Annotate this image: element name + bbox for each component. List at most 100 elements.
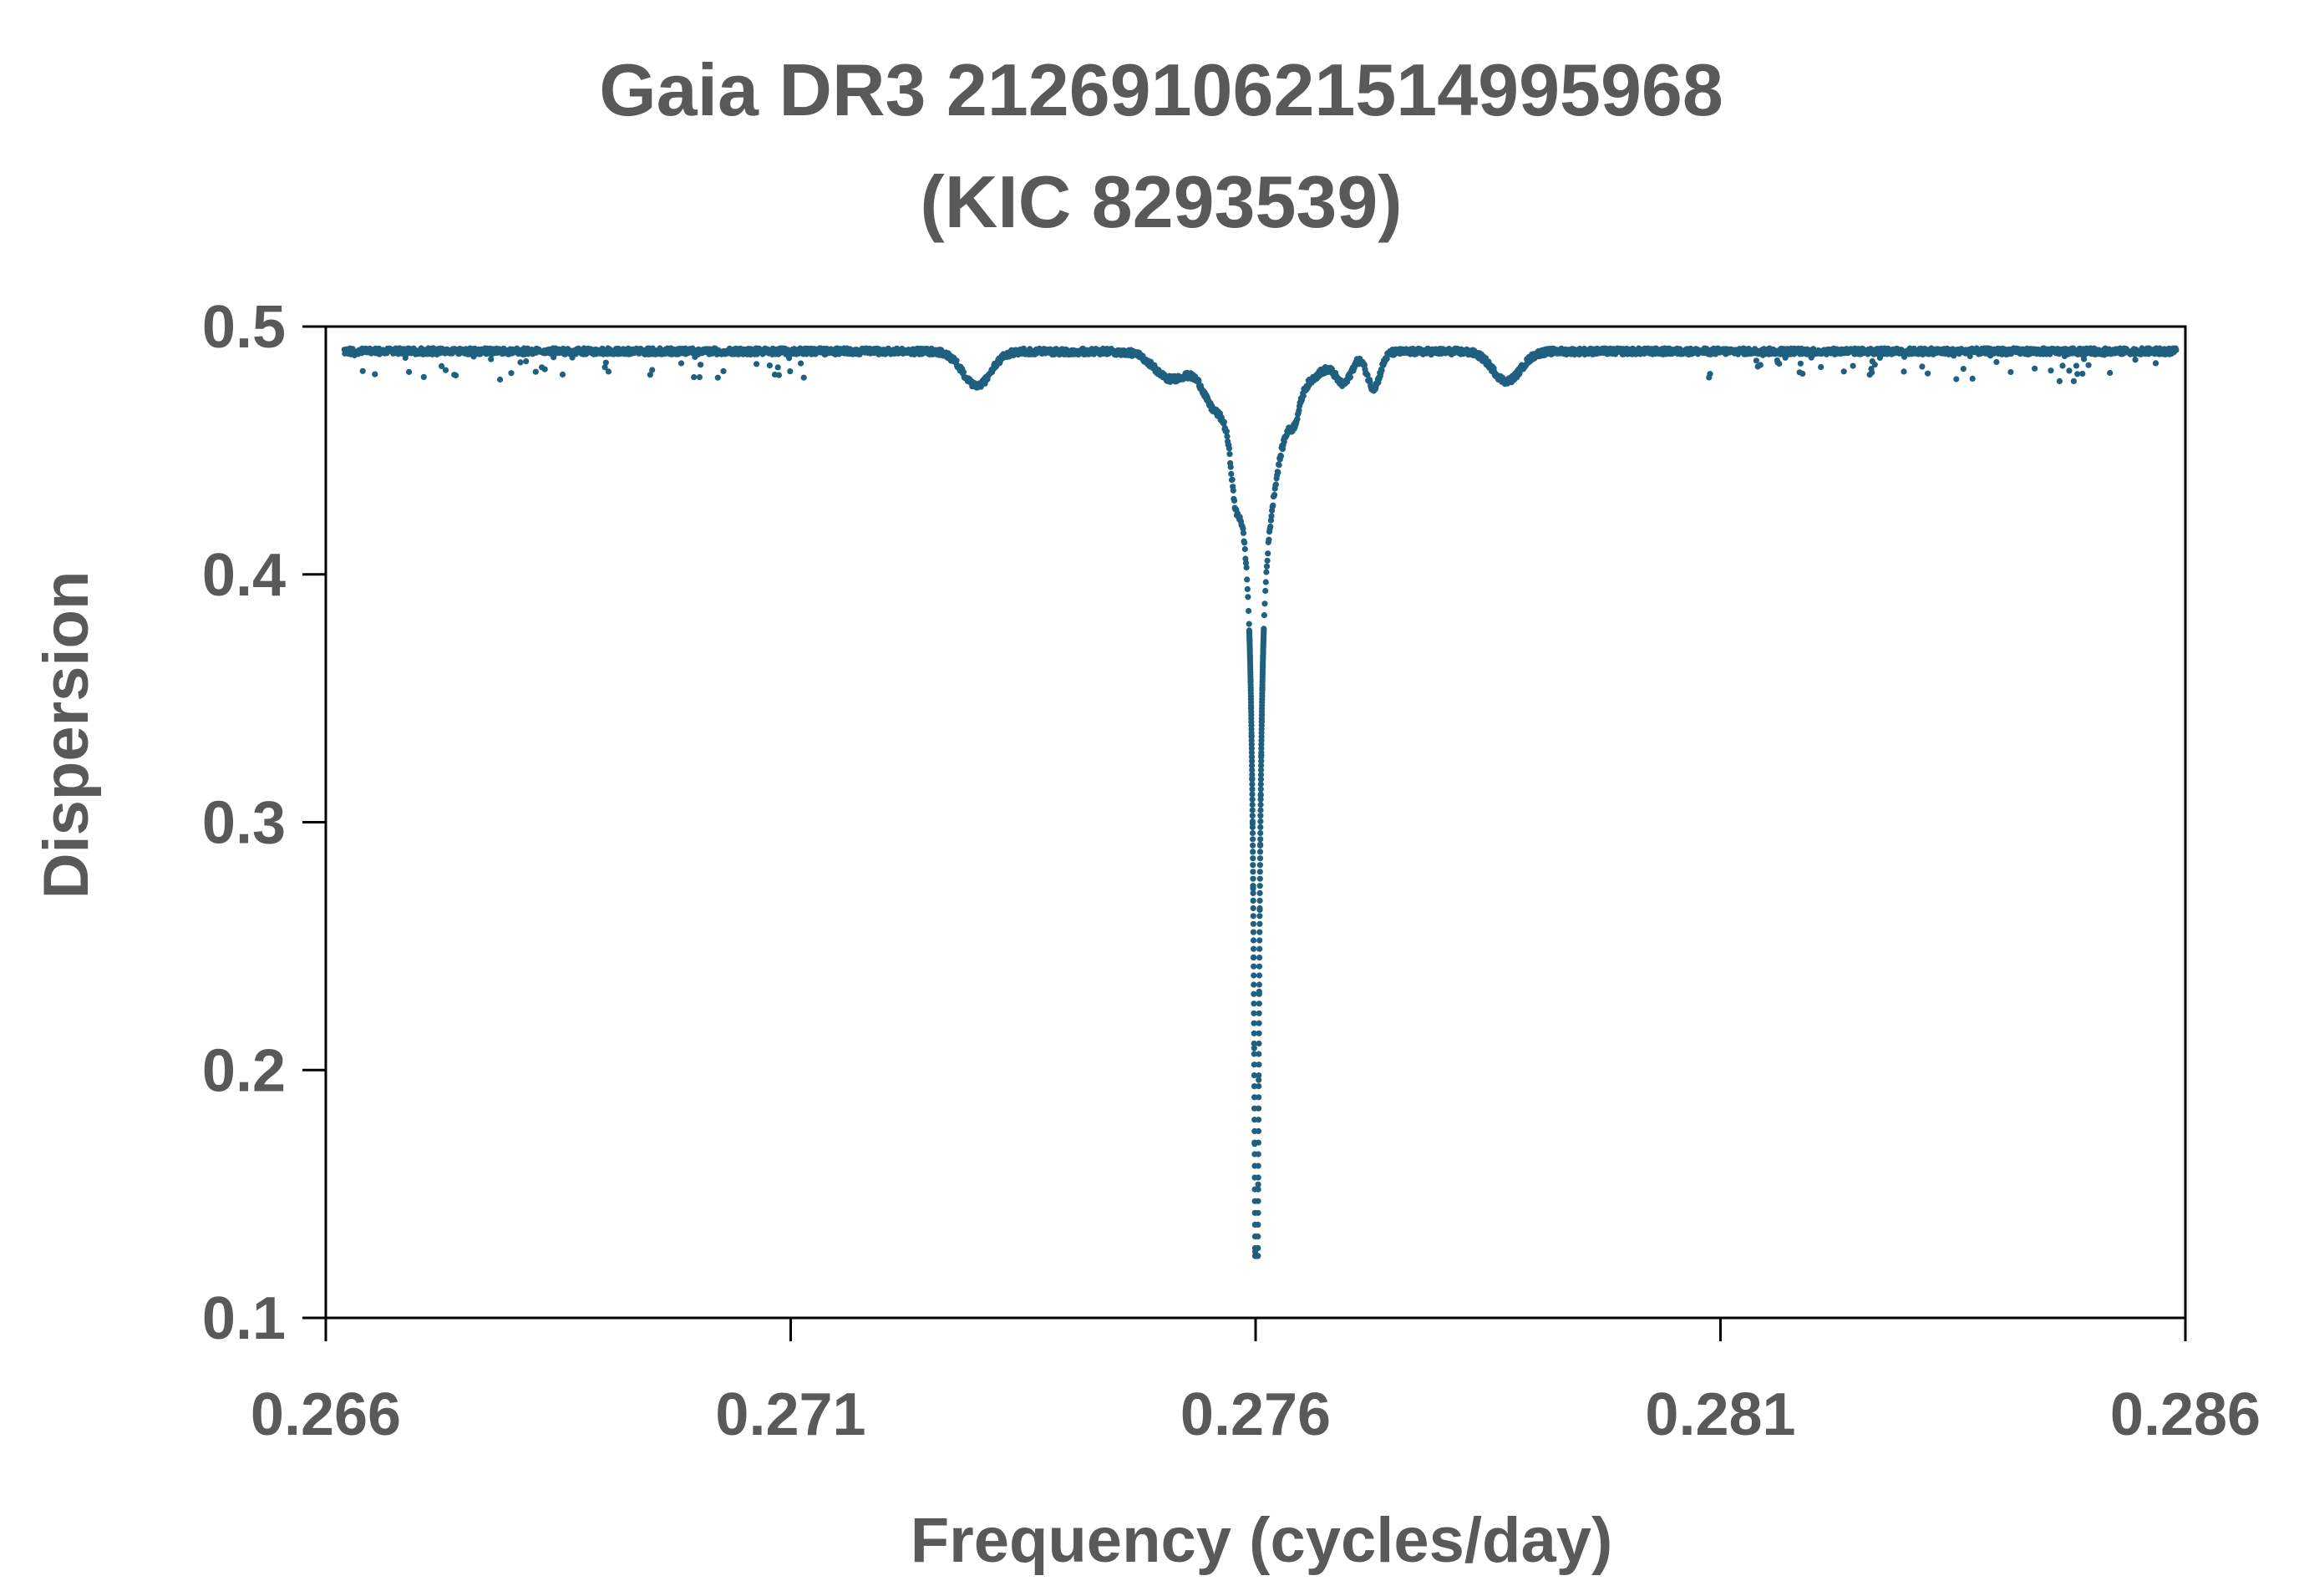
data-point xyxy=(1268,513,1275,519)
data-point xyxy=(439,362,445,369)
data-point xyxy=(1246,621,1252,627)
data-point xyxy=(1240,529,1247,536)
data-point xyxy=(605,368,612,375)
data-point xyxy=(1245,594,1251,600)
data-point xyxy=(1901,368,1907,375)
data-point xyxy=(1255,1139,1261,1146)
data-point xyxy=(1840,368,1847,375)
data-point xyxy=(1255,1198,1261,1204)
data-point xyxy=(1250,929,1256,935)
data-point xyxy=(1797,360,1804,367)
data-point xyxy=(1258,763,1265,769)
data-point xyxy=(1223,428,1230,435)
data-point xyxy=(1272,481,1279,488)
data-point xyxy=(800,374,807,381)
data-point xyxy=(1256,1010,1262,1016)
data-point xyxy=(1250,836,1256,843)
data-point xyxy=(1267,523,1274,530)
x-axis-title: Frequency (cycles/day) xyxy=(911,1505,1613,1576)
data-point xyxy=(1250,897,1256,904)
data-point xyxy=(1256,855,1264,862)
data-point xyxy=(1246,607,1252,615)
data-point xyxy=(1231,497,1238,504)
data-point xyxy=(1256,981,1262,988)
data-point xyxy=(1277,453,1285,459)
data-point xyxy=(2152,360,2159,367)
data-point xyxy=(2107,369,2114,377)
data-point xyxy=(1251,1020,1257,1026)
data-point xyxy=(1256,869,1263,875)
data-point xyxy=(2074,371,2081,377)
data-point xyxy=(1969,375,1976,382)
data-point xyxy=(1776,360,1783,367)
data-point xyxy=(541,366,548,372)
data-point xyxy=(2081,356,2088,362)
data-point xyxy=(1361,362,1368,368)
data-point xyxy=(1250,889,1256,896)
data-point xyxy=(497,376,504,383)
data-point xyxy=(601,364,608,371)
data-point xyxy=(1249,801,1256,808)
data-point xyxy=(1257,801,1264,808)
data-point xyxy=(1261,612,1267,619)
data-point xyxy=(2073,362,2080,369)
data-point xyxy=(1195,377,1202,384)
data-point xyxy=(1257,791,1264,798)
y-tick-label: 0.3 xyxy=(202,790,286,857)
data-point xyxy=(523,358,530,365)
data-point xyxy=(1249,757,1256,764)
data-point xyxy=(1250,904,1256,912)
data-point xyxy=(1244,576,1251,583)
data-point xyxy=(1255,1233,1261,1240)
x-tick-label: 0.276 xyxy=(1180,1381,1331,1448)
data-point xyxy=(1256,849,1264,855)
data-point xyxy=(1251,1083,1258,1090)
data-point xyxy=(1251,972,1257,979)
data-point xyxy=(1256,1020,1262,1026)
data-point xyxy=(2070,377,2077,384)
data-point xyxy=(953,357,960,364)
data-point xyxy=(1256,1094,1262,1101)
data-point xyxy=(1256,937,1263,944)
data-point xyxy=(696,374,703,381)
data-point xyxy=(1251,945,1257,952)
data-point xyxy=(1257,842,1264,849)
data-point xyxy=(1256,945,1263,952)
data-point xyxy=(372,371,378,377)
data-point xyxy=(1251,1040,1257,1047)
data-point xyxy=(1251,955,1257,961)
data-point xyxy=(1265,550,1271,557)
data-point xyxy=(1256,889,1263,896)
data-point xyxy=(1249,781,1256,788)
data-point xyxy=(1249,786,1256,793)
data-point xyxy=(1240,525,1246,532)
data-point xyxy=(1257,767,1265,773)
data-point xyxy=(1251,1094,1258,1101)
data-point xyxy=(1707,371,1713,377)
data-point xyxy=(1226,445,1232,452)
data-point xyxy=(1242,560,1250,566)
data-point xyxy=(714,374,721,381)
data-point xyxy=(1251,991,1257,997)
data-point xyxy=(420,373,427,380)
data-point xyxy=(1258,753,1265,760)
data-point xyxy=(1257,829,1264,837)
data-point xyxy=(1263,563,1271,570)
data-point xyxy=(960,368,967,376)
data-point xyxy=(1255,1244,1261,1251)
data-point xyxy=(1256,1001,1262,1007)
data-point xyxy=(1249,772,1256,778)
data-point xyxy=(1261,627,1267,634)
data-point xyxy=(1753,357,1759,364)
y-tick-label: 0.2 xyxy=(202,1037,286,1104)
data-point xyxy=(2173,347,2180,353)
data-point xyxy=(1925,370,1931,377)
data-point xyxy=(517,359,524,366)
data-point xyxy=(647,372,653,378)
x-tick-labels: 0.266 0.271 0.276 0.281 0.286 xyxy=(251,1381,2261,1448)
data-point xyxy=(1221,418,1227,425)
data-point xyxy=(1256,875,1263,882)
data-point xyxy=(1256,972,1263,979)
data-point xyxy=(1256,1077,1262,1083)
